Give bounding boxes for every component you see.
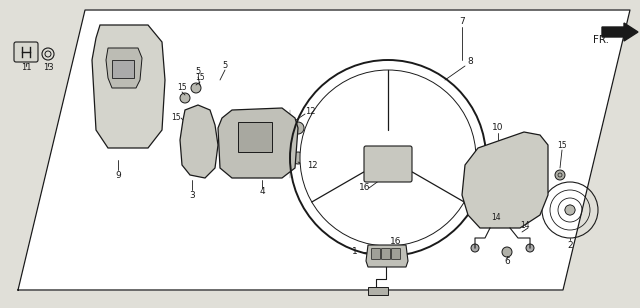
Circle shape [292,122,304,134]
FancyBboxPatch shape [364,146,412,182]
Text: 16: 16 [390,237,401,246]
Polygon shape [18,10,630,290]
Text: 6: 6 [504,257,510,266]
Text: 15: 15 [171,114,181,123]
Circle shape [509,152,521,164]
Circle shape [113,103,123,113]
Text: FR.: FR. [593,35,609,45]
Text: 4: 4 [259,188,265,197]
Text: 15: 15 [557,140,567,149]
FancyBboxPatch shape [392,249,401,260]
Text: 12: 12 [305,107,316,116]
Circle shape [483,153,497,167]
FancyBboxPatch shape [238,122,272,152]
Circle shape [191,83,201,93]
FancyBboxPatch shape [381,249,390,260]
Polygon shape [92,25,165,148]
Circle shape [190,113,200,123]
Text: 9: 9 [115,171,121,180]
Text: 15: 15 [195,74,205,83]
Circle shape [360,130,416,186]
Polygon shape [218,108,298,178]
Circle shape [482,192,494,204]
Circle shape [292,152,304,164]
Circle shape [502,247,512,257]
Polygon shape [366,245,408,267]
Text: 3: 3 [189,191,195,200]
Text: 14: 14 [491,213,501,222]
Polygon shape [106,48,142,88]
Circle shape [555,170,565,180]
Circle shape [191,150,201,160]
Text: 8: 8 [467,58,473,67]
Text: 14: 14 [520,221,530,229]
Circle shape [565,205,575,215]
Polygon shape [602,23,638,41]
Text: 5: 5 [237,144,243,152]
FancyBboxPatch shape [112,60,134,78]
Text: 1: 1 [352,248,358,257]
Text: 5: 5 [195,67,200,76]
Text: 11: 11 [20,63,31,72]
Circle shape [180,93,190,103]
Text: 12: 12 [307,160,317,169]
Circle shape [509,187,519,197]
Polygon shape [180,105,218,178]
Circle shape [205,130,215,140]
Circle shape [471,244,479,252]
Polygon shape [462,132,548,228]
Circle shape [526,244,534,252]
FancyBboxPatch shape [14,42,38,62]
FancyBboxPatch shape [371,249,381,260]
Text: 2: 2 [567,241,573,249]
Circle shape [494,170,510,186]
FancyBboxPatch shape [368,287,388,295]
Text: 7: 7 [459,18,465,26]
Text: 5: 5 [222,60,228,70]
Text: 10: 10 [492,124,504,132]
Circle shape [300,70,476,246]
Text: 13: 13 [43,63,53,72]
Text: 15: 15 [177,83,187,92]
Text: 16: 16 [359,184,371,192]
